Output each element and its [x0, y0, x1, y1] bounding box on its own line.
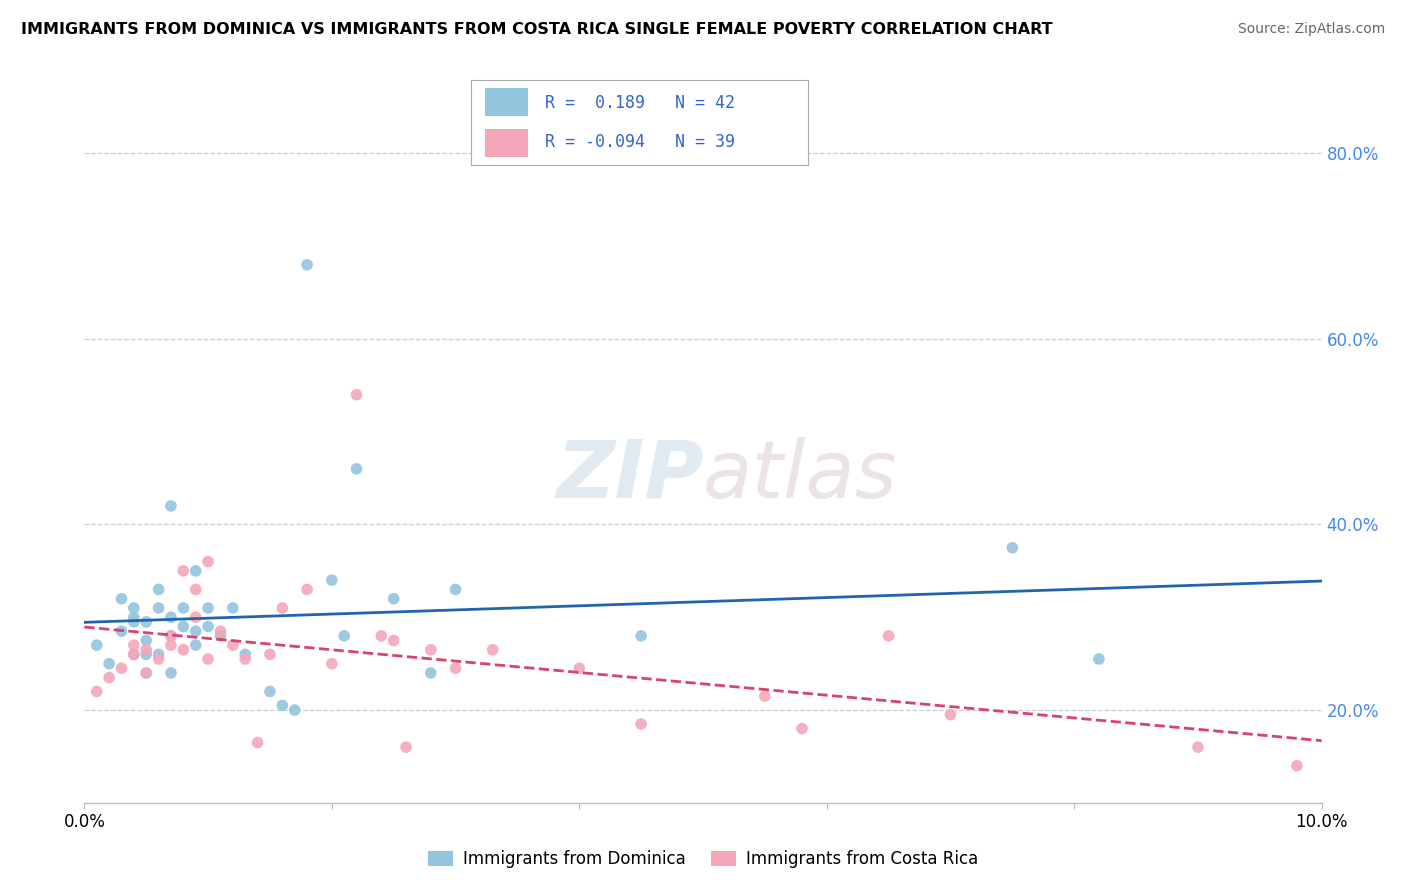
Point	[346, 387, 368, 401]
Point	[160, 629, 183, 643]
Point	[135, 648, 157, 662]
Text: R = -0.094   N = 39: R = -0.094 N = 39	[546, 133, 735, 151]
Point	[122, 638, 145, 652]
Point	[160, 638, 183, 652]
Point	[271, 698, 294, 713]
Bar	[485, 128, 529, 157]
Point	[630, 629, 652, 643]
Point	[246, 735, 269, 749]
Point	[184, 582, 207, 597]
Point	[110, 591, 132, 606]
Point	[939, 707, 962, 722]
Point	[321, 573, 343, 587]
Point	[295, 258, 318, 272]
Point	[197, 555, 219, 569]
Point	[271, 601, 294, 615]
Point	[259, 648, 281, 662]
Point	[135, 642, 157, 657]
Point	[135, 665, 157, 680]
Bar	[485, 88, 529, 116]
Point	[382, 591, 405, 606]
Point	[419, 642, 441, 657]
Point	[790, 722, 813, 736]
Point	[197, 601, 219, 615]
Text: IMMIGRANTS FROM DOMINICA VS IMMIGRANTS FROM COSTA RICA SINGLE FEMALE POVERTY COR: IMMIGRANTS FROM DOMINICA VS IMMIGRANTS F…	[21, 22, 1053, 37]
Point	[98, 657, 121, 671]
Point	[184, 638, 207, 652]
Point	[148, 582, 170, 597]
Point	[209, 629, 232, 643]
Point	[259, 684, 281, 698]
Point	[86, 684, 108, 698]
Point	[233, 652, 256, 666]
Point	[148, 648, 170, 662]
Point	[877, 629, 900, 643]
Point	[172, 642, 194, 657]
Point	[382, 633, 405, 648]
Point	[110, 624, 132, 639]
Point	[184, 624, 207, 639]
Point	[122, 610, 145, 624]
Point	[444, 661, 467, 675]
Point	[86, 638, 108, 652]
Point	[184, 610, 207, 624]
Point	[148, 652, 170, 666]
Point	[172, 619, 194, 633]
Point	[160, 610, 183, 624]
Point	[122, 648, 145, 662]
Text: R =  0.189   N = 42: R = 0.189 N = 42	[546, 95, 735, 112]
Point	[1001, 541, 1024, 555]
Point	[160, 665, 183, 680]
Text: atlas: atlas	[703, 437, 898, 515]
Point	[197, 619, 219, 633]
Point	[754, 689, 776, 703]
Point	[233, 648, 256, 662]
Point	[1285, 758, 1308, 772]
Point	[630, 717, 652, 731]
Point	[148, 601, 170, 615]
Point	[98, 671, 121, 685]
Point	[1088, 652, 1111, 666]
Point	[110, 661, 132, 675]
Point	[284, 703, 307, 717]
Point	[568, 661, 591, 675]
Point	[160, 629, 183, 643]
Point	[184, 564, 207, 578]
Point	[222, 601, 245, 615]
Point	[209, 624, 232, 639]
Point	[346, 462, 368, 476]
Point	[444, 582, 467, 597]
Point	[419, 665, 441, 680]
Point	[481, 642, 503, 657]
Point	[135, 665, 157, 680]
Point	[135, 615, 157, 629]
Point	[197, 652, 219, 666]
Text: Source: ZipAtlas.com: Source: ZipAtlas.com	[1237, 22, 1385, 37]
Point	[295, 582, 318, 597]
Point	[135, 633, 157, 648]
Point	[122, 615, 145, 629]
Point	[160, 499, 183, 513]
Point	[222, 638, 245, 652]
Point	[370, 629, 392, 643]
Point	[172, 601, 194, 615]
Point	[321, 657, 343, 671]
Point	[122, 648, 145, 662]
Point	[172, 564, 194, 578]
Point	[333, 629, 356, 643]
Text: ZIP: ZIP	[555, 437, 703, 515]
Legend: Immigrants from Dominica, Immigrants from Costa Rica: Immigrants from Dominica, Immigrants fro…	[422, 843, 984, 874]
Point	[1187, 740, 1209, 755]
Point	[122, 601, 145, 615]
Point	[395, 740, 418, 755]
